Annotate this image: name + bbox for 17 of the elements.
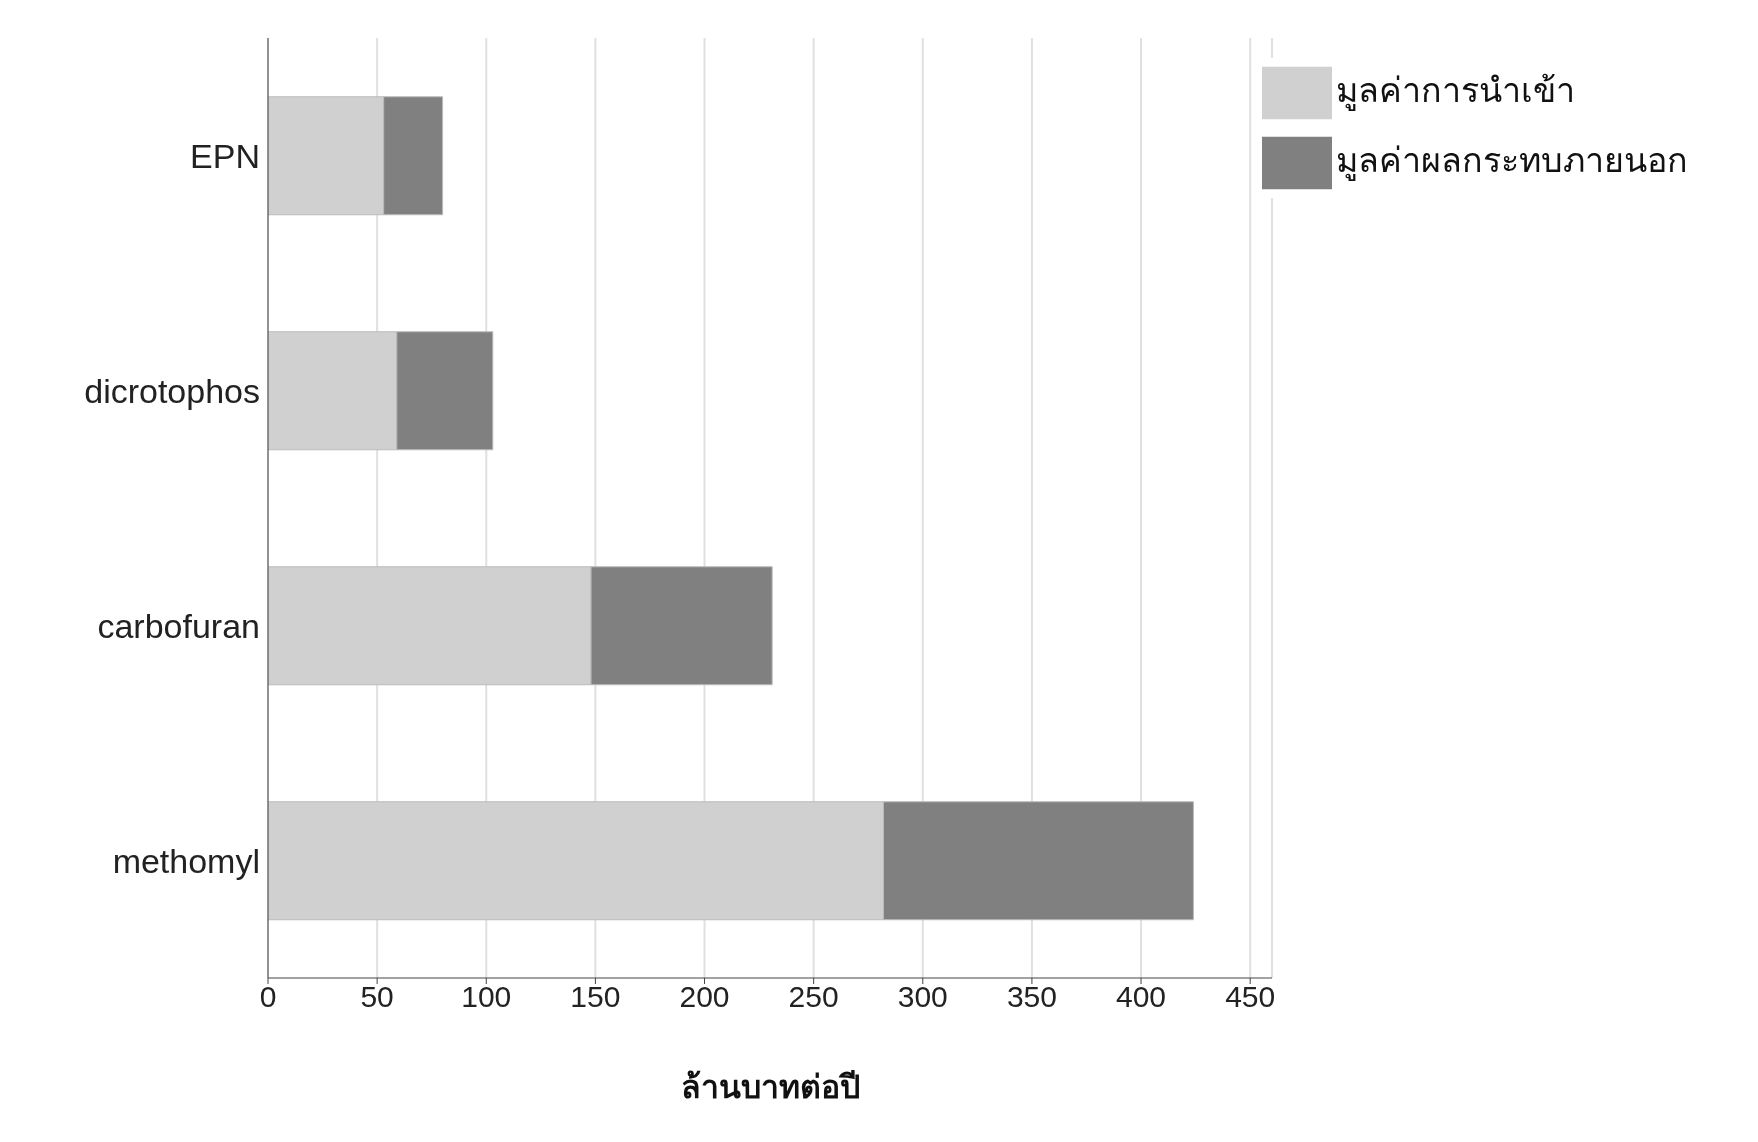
y-tick-label: dicrotophos xyxy=(84,371,260,410)
x-tick-label: 300 xyxy=(897,980,948,1014)
y-tick-label: methomyl xyxy=(112,841,260,880)
y-tick-label: EPN xyxy=(190,136,260,175)
x-tick-label: 400 xyxy=(1116,980,1167,1014)
x-tick-label: 350 xyxy=(1006,980,1057,1014)
y-tick-label: carbofuran xyxy=(97,606,260,645)
legend-label: มูลค่าการนำเข้า xyxy=(1336,70,1575,109)
x-tick-label: 450 xyxy=(1225,980,1276,1014)
x-tick-label: 250 xyxy=(788,980,839,1014)
x-tick-label: 150 xyxy=(570,980,621,1014)
legend-label: มูลค่าผลกระทบภายนอก xyxy=(1336,140,1688,179)
x-axis-title: ล้านบาทต่อปี xyxy=(680,1069,860,1105)
x-tick-label: 50 xyxy=(360,980,394,1014)
x-tick-label: 100 xyxy=(461,980,512,1014)
x-tick-label: 0 xyxy=(259,980,277,1014)
x-tick-label: 200 xyxy=(679,980,730,1014)
